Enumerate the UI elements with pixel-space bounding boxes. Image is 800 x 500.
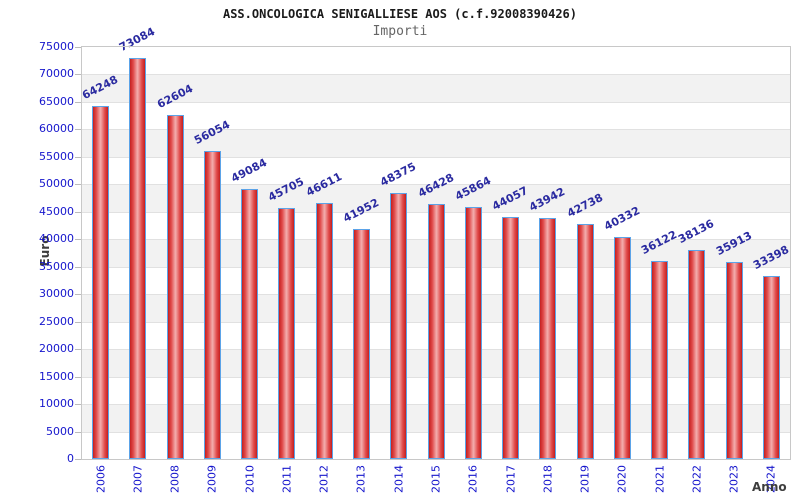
chart-subtitle: Importi — [372, 24, 428, 39]
plot-area: 64248 73084 62604 56054 49084 45705 46611 41952… — [80, 25, 791, 460]
x-tick-label: 2006 — [94, 465, 108, 493]
y-tick-label: 30000 — [39, 287, 74, 301]
x-tick-label: 2019 — [578, 465, 592, 493]
x-tick-label: 2022 — [690, 465, 704, 493]
bar-2024 — [763, 276, 780, 459]
x-tick-label: 2013 — [354, 465, 368, 493]
y-tick-mark — [75, 129, 81, 130]
y-tick-label: 5000 — [46, 424, 74, 438]
x-tick-label: 2009 — [205, 465, 219, 493]
y-tick-label: 70000 — [39, 67, 74, 81]
bar-2009 — [204, 151, 221, 459]
grid-band — [82, 47, 790, 74]
y-tick-label: 65000 — [39, 94, 74, 108]
y-tick-label: 0 — [67, 452, 74, 465]
chart-title: ASS.ONCOLOGICA SENIGALLIESE AOS (c.f.920… — [222, 7, 577, 21]
bar-2015 — [428, 204, 445, 459]
bar-2010 — [241, 189, 258, 459]
y-tick-label: 15000 — [39, 369, 74, 383]
bar-2006 — [92, 106, 109, 459]
bar-2019 — [577, 224, 594, 459]
y-tick-mark — [75, 74, 81, 75]
bar-2008 — [167, 115, 184, 459]
y-tick-mark — [75, 404, 81, 405]
x-tick-label: 2023 — [727, 465, 741, 493]
y-tick-label: 10000 — [39, 397, 74, 411]
y-tick-label: 55000 — [39, 149, 74, 163]
y-tick-label: 50000 — [39, 177, 74, 191]
grid-band — [82, 157, 790, 184]
y-tick-mark — [75, 212, 81, 213]
y-tick-mark — [75, 377, 81, 378]
x-tick-label: 2015 — [429, 465, 443, 493]
y-tick-mark — [75, 294, 81, 295]
bar-2014 — [390, 193, 407, 459]
y-tick-mark — [75, 184, 81, 185]
y-tick-label: 45000 — [39, 204, 74, 218]
y-tick-mark — [75, 432, 81, 433]
bar-2012 — [316, 203, 333, 459]
y-tick-mark — [75, 47, 81, 48]
bar-2022 — [688, 250, 705, 459]
y-tick-mark — [75, 102, 81, 103]
y-tick-label: 75000 — [39, 40, 74, 53]
y-tick-mark — [75, 349, 81, 350]
y-tick-mark — [75, 267, 81, 268]
y-tick-label: 60000 — [39, 122, 74, 136]
x-tick-label: 2011 — [280, 465, 294, 493]
x-tick-label: 2018 — [541, 465, 555, 493]
grid-band — [82, 74, 790, 102]
bar-2016 — [465, 207, 482, 459]
x-tick-label: 2012 — [317, 465, 331, 493]
bar-2007 — [129, 58, 146, 459]
bar-2017 — [502, 217, 519, 459]
x-tick-label: 2016 — [466, 465, 480, 493]
y-tick-mark — [75, 459, 81, 460]
x-tick-label: 2010 — [243, 465, 257, 493]
x-tick-label: 2008 — [168, 465, 182, 493]
bar-2011 — [278, 208, 295, 459]
grid-band — [82, 129, 790, 157]
y-tick-mark — [75, 239, 81, 240]
y-tick-label: 40000 — [39, 232, 74, 246]
y-tick-label: 35000 — [39, 259, 74, 273]
y-tick-label: 25000 — [39, 314, 74, 328]
bar-2023 — [726, 262, 743, 459]
x-tick-label: 2014 — [392, 465, 406, 493]
bar-2018 — [539, 218, 556, 459]
x-tick-label: 2017 — [504, 465, 518, 493]
grid-band — [82, 102, 790, 129]
x-axis-title: Anno — [752, 480, 787, 494]
bar-2021 — [651, 261, 668, 459]
x-tick-label: 2007 — [131, 465, 145, 493]
x-tick-label: 2020 — [615, 465, 629, 493]
bar-2020 — [614, 237, 631, 459]
y-tick-mark — [75, 322, 81, 323]
bar-2013 — [353, 229, 370, 459]
y-tick-label: 20000 — [39, 342, 74, 356]
x-tick-label: 2021 — [653, 465, 667, 493]
y-tick-mark — [75, 157, 81, 158]
